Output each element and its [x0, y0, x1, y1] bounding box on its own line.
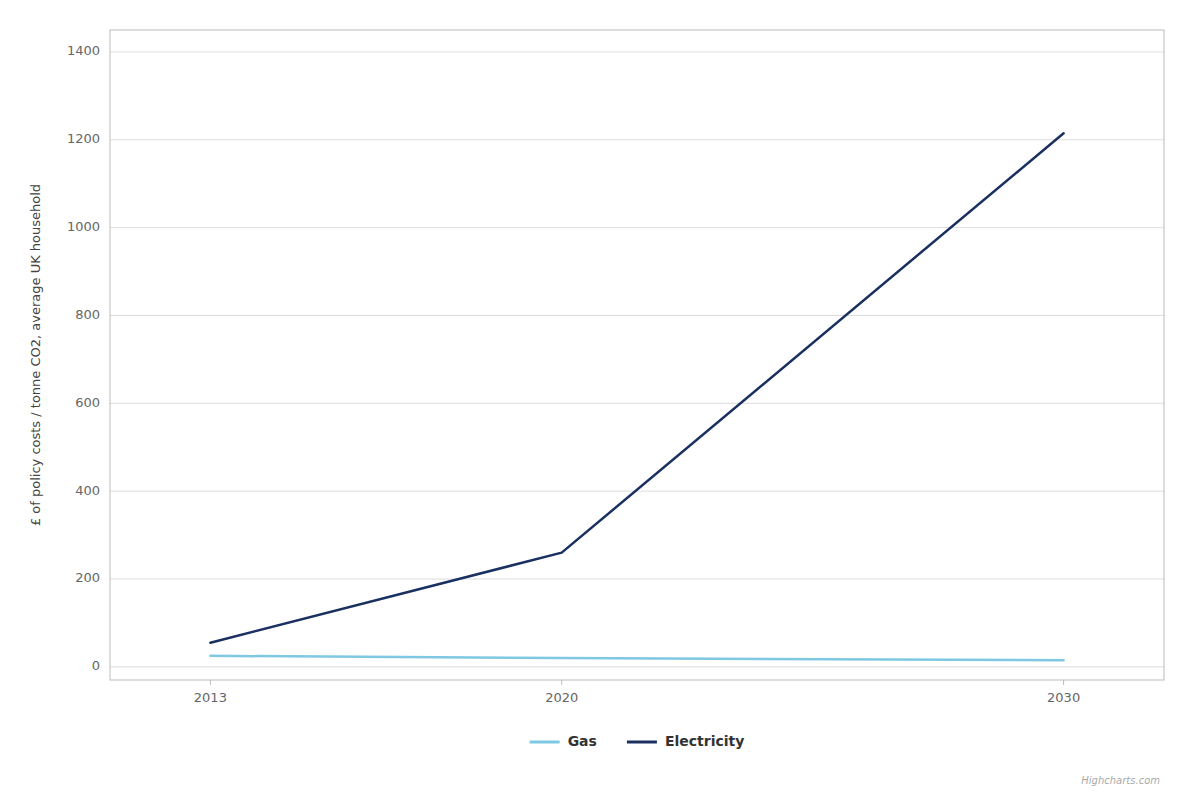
grid-line [110, 666, 1164, 667]
x-tick [210, 680, 211, 685]
series-lines [210, 133, 1063, 660]
grid-line [110, 315, 1164, 316]
chart-svg: 0 200 400 600 800 1000 1200 1400 2013 2020 2030 £ o… [0, 0, 1200, 800]
x-tick-label: 2030 [1047, 690, 1080, 705]
grid-line [110, 51, 1164, 52]
grid-line [110, 403, 1164, 404]
y-tick-label: 400 [75, 483, 100, 498]
plot-frame [110, 30, 1164, 680]
y-tick-label: 600 [75, 395, 100, 410]
legend-swatch [627, 741, 657, 744]
grid-line [110, 139, 1164, 140]
x-axis: 2013 2020 2030 [194, 680, 1080, 705]
watermark: Highcharts.com [1081, 775, 1160, 786]
y-tick-label: 1400 [67, 43, 100, 58]
grid-line [110, 578, 1164, 579]
grid-line [110, 227, 1164, 228]
x-tick [1063, 680, 1064, 685]
y-grid [110, 52, 1164, 667]
legend-swatch [530, 741, 560, 744]
x-tick [561, 680, 562, 685]
y-tick-label: 1200 [67, 131, 100, 146]
background [0, 0, 1200, 800]
legend-label: Gas [568, 733, 597, 749]
y-axis: 0 200 400 600 800 1000 1200 1400 [67, 43, 100, 673]
series-line [210, 656, 1063, 660]
x-tick-label: 2013 [194, 690, 227, 705]
series-line [210, 133, 1063, 642]
y-tick-label: 0 [92, 658, 100, 673]
legend-label: Electricity [665, 733, 744, 749]
y-tick-label: 1000 [67, 219, 100, 234]
y-tick-label: 200 [75, 570, 100, 585]
y-axis-label: £ of policy costs / tonne CO2, average U… [28, 184, 43, 526]
legend: Gas Electricity [530, 733, 745, 749]
x-tick-label: 2020 [545, 690, 578, 705]
y-tick-label: 800 [75, 307, 100, 322]
chart-container: 0 200 400 600 800 1000 1200 1400 2013 2020 2030 £ o… [0, 0, 1200, 800]
